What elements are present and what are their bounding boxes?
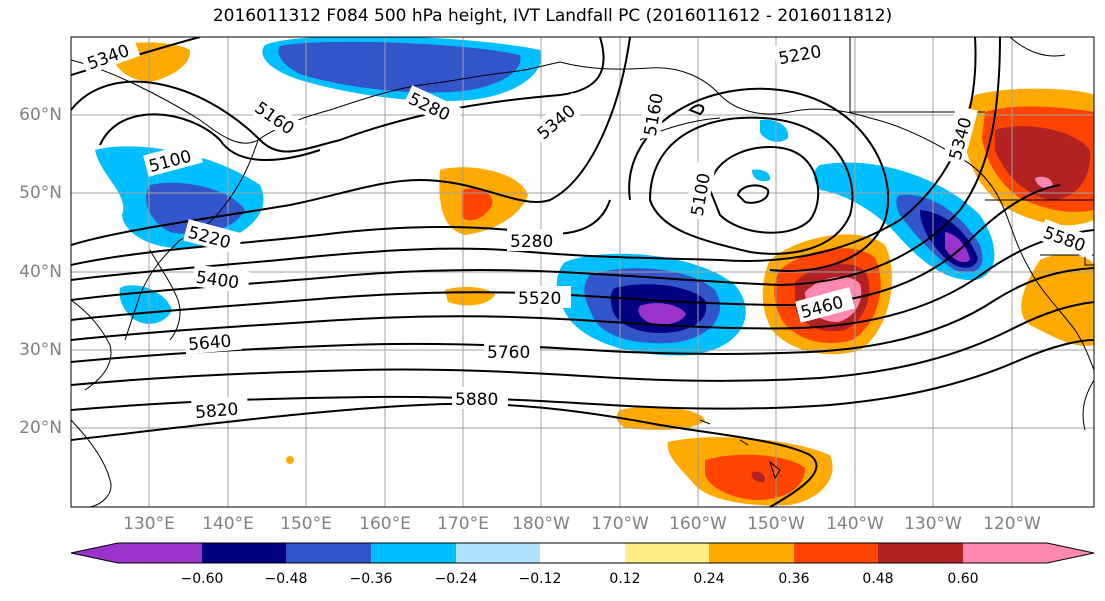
colorbar-tick-label: 0.36 — [778, 571, 810, 587]
lon-label: 130°W — [904, 514, 962, 534]
colorbar-tick-label: 0.24 — [693, 571, 725, 587]
lat-label-60n: 60°N — [19, 105, 62, 125]
contour-label: 5820 — [194, 399, 239, 423]
lon-label: 140°W — [826, 514, 884, 534]
colorbar-outline — [70, 542, 1095, 564]
colorbar-tick-label: −0.36 — [349, 571, 393, 587]
lon-label: 170°E — [437, 514, 489, 534]
colorbar-swatch — [118, 543, 202, 563]
lon-label: 150°E — [280, 514, 332, 534]
lon-label: 150°W — [747, 514, 805, 534]
contour-label: 5520 — [518, 289, 561, 309]
colorbar-tick-label: 0.48 — [862, 571, 894, 587]
lon-label: 170°W — [591, 514, 649, 534]
lon-label: 160°W — [669, 514, 727, 534]
coastlines — [71, 37, 1094, 507]
contour-label: 5640 — [187, 331, 232, 355]
colorbar-swatch — [878, 543, 963, 563]
lat-label-30n: 30°N — [19, 340, 62, 360]
colorbar-swatch — [963, 543, 1047, 563]
colorbar-extend-low — [71, 543, 118, 563]
colorbar-swatches — [70, 542, 1095, 564]
colorbar-tick-label: 0.60 — [947, 571, 979, 587]
map-frame — [70, 36, 1095, 508]
colorbar-tick-label: −0.12 — [518, 571, 562, 587]
colorbar-swatch — [371, 543, 456, 563]
lat-label-50n: 50°N — [19, 183, 62, 203]
lon-label: 180°W — [512, 514, 570, 534]
colorbar-swatch — [540, 543, 625, 563]
contour-label: 5280 — [510, 232, 553, 252]
lon-label: 120°W — [983, 514, 1041, 534]
lon-label: 160°E — [359, 514, 411, 534]
lat-label-20n: 20°N — [19, 418, 62, 438]
contour-label: 5760 — [487, 343, 530, 363]
contour-labels: 5340 5280 5340 5160 5220 5100 5160 5100 … — [79, 35, 1099, 423]
colorbar-swatch — [202, 543, 286, 563]
lon-label: 130°E — [123, 514, 175, 534]
colorbar-swatch — [709, 543, 794, 563]
contour-label: 5880 — [455, 390, 498, 410]
lat-label-40n: 40°N — [19, 262, 62, 282]
colorbar-swatch — [456, 543, 540, 563]
colorbar-swatch — [794, 543, 878, 563]
colorbar-tick-label: −0.60 — [180, 571, 224, 587]
height-contours — [71, 37, 1094, 507]
colorbar-tick-label: −0.48 — [264, 571, 308, 587]
lon-label: 140°E — [202, 514, 254, 534]
colorbar-swatch — [625, 543, 709, 563]
colorbar-tick-label: 0.12 — [609, 571, 641, 587]
colorbar-extend-high — [1047, 543, 1094, 563]
colorbar-tick-label: −0.24 — [434, 571, 478, 587]
colorbar-swatch — [286, 543, 371, 563]
map-title: 2016011312 F084 500 hPa height, IVT Land… — [212, 6, 893, 26]
